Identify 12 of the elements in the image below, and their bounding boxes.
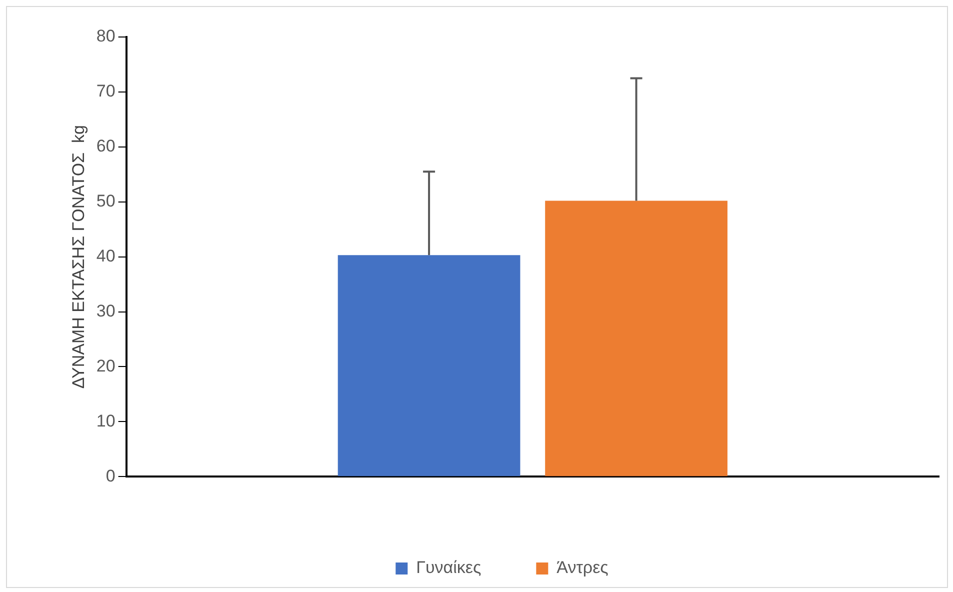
legend-label: Γυναίκες [416, 558, 482, 578]
y-tick-label: 60 [96, 136, 116, 156]
y-tick-label: 40 [96, 246, 116, 266]
y-tick-label: 50 [96, 192, 116, 211]
y-tick-label: 30 [96, 301, 116, 320]
y-axis-title: ΔΥΝΑΜΗ ΕΚΤΑΣΗΣ ΓΟΝΑΤΟΣ kg [68, 125, 88, 389]
y-tick-label: 20 [96, 356, 116, 376]
y-tick-label: 80 [96, 26, 116, 46]
legend-label: Άντρες [556, 558, 608, 578]
y-tick-label: 70 [96, 82, 116, 101]
y-tick-label: 10 [96, 411, 116, 430]
y-tick-label: 0 [106, 466, 116, 486]
